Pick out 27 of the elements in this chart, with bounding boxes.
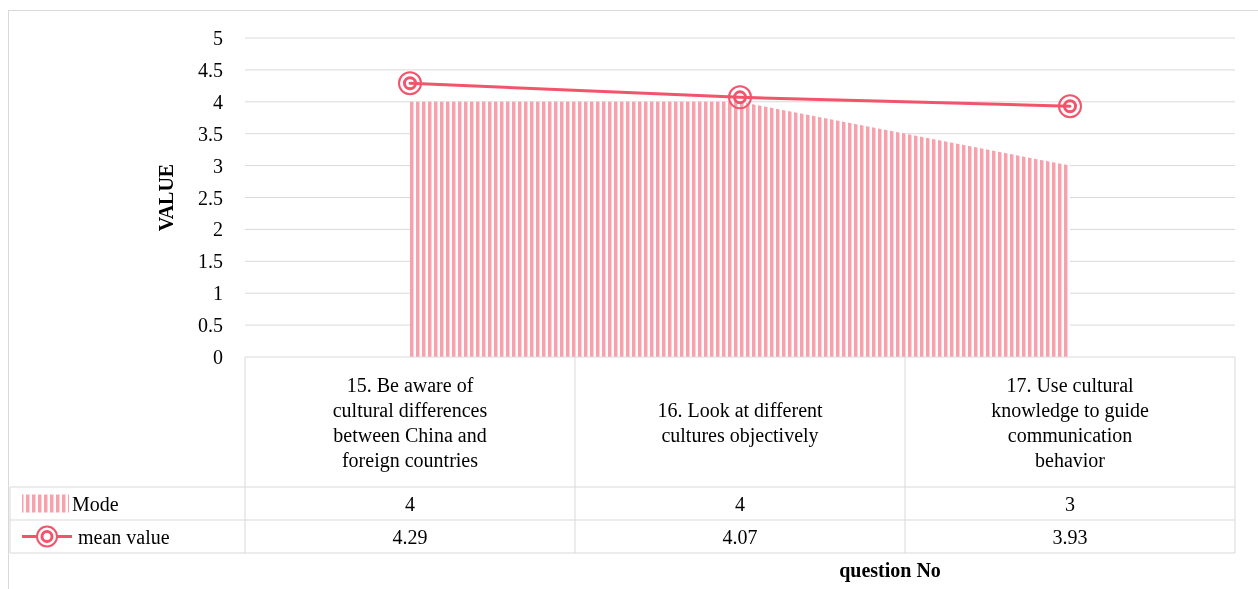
y-tick-label: 4.5: [198, 58, 223, 81]
data-label: 3: [1065, 492, 1075, 515]
data-label: 4.29: [392, 525, 428, 548]
x-tick-label: 17. Use cultural knowledge to guide communication behavior: [991, 373, 1149, 471]
y-tick-label: 1.5: [198, 250, 223, 273]
y-axis-title: VALUE: [155, 163, 177, 232]
data-label: 3.93: [1052, 525, 1088, 548]
point: [398, 71, 422, 96]
x-tick-label: 16. Look at different cultures objectively: [657, 398, 824, 447]
point: [728, 85, 752, 110]
y-tick-label: 5: [213, 27, 223, 49]
data-label: 4: [405, 492, 415, 515]
y-tick-label: 2: [213, 218, 223, 241]
y-tick-label: 1: [213, 282, 223, 305]
y-tick-label: 3.5: [198, 122, 223, 145]
data-label: 4: [735, 492, 745, 515]
legend-label: Mode: [72, 492, 119, 515]
y-tick-label: 0.5: [198, 314, 223, 337]
legend-label: mean value: [78, 525, 170, 548]
x-axis-title: question No: [839, 559, 941, 582]
data-label: 4.07: [722, 525, 758, 548]
y-tick-label: 0: [213, 346, 223, 368]
point: [1058, 94, 1082, 119]
x-tick-label: 15. Be aware of cultural differences between China and foreign countries: [332, 373, 488, 472]
y-tick-label: 3: [213, 154, 223, 177]
y-tick-label: 2.5: [198, 186, 223, 209]
y-tick-label: 4: [213, 90, 223, 113]
